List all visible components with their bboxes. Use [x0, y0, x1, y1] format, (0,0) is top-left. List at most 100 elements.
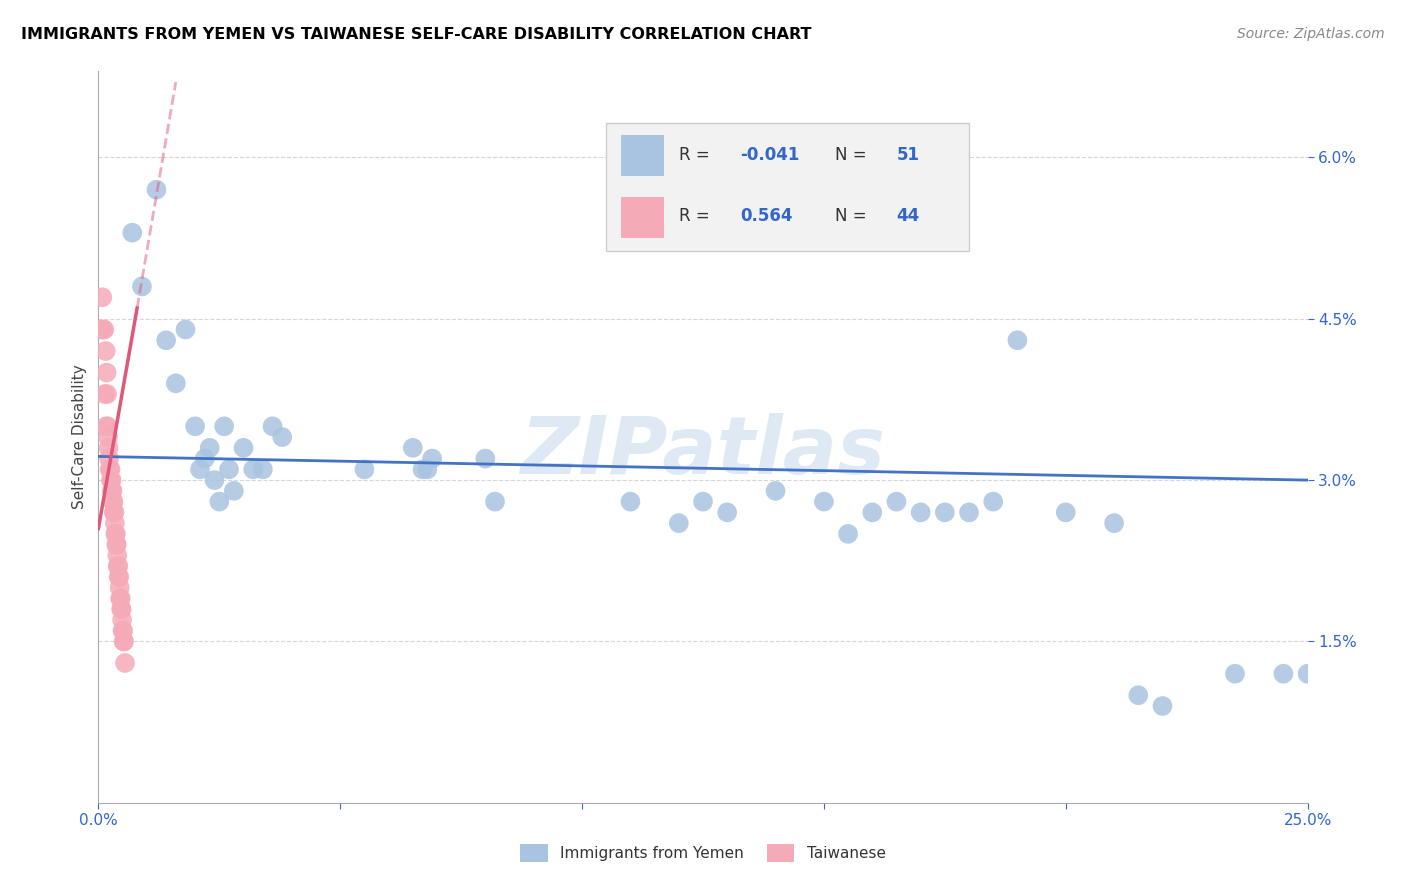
- Point: [90, 322, 112, 336]
- Point: [108, 570, 131, 584]
- Point: [110, 591, 132, 606]
- Point: [1054, 505, 1077, 519]
- Point: [110, 602, 132, 616]
- Point: [112, 634, 135, 648]
- Point: [242, 462, 264, 476]
- Point: [93, 322, 115, 336]
- Point: [155, 333, 177, 347]
- Point: [103, 505, 125, 519]
- Point: [765, 483, 787, 498]
- Point: [416, 462, 439, 476]
- Point: [93, 387, 115, 401]
- Point: [271, 430, 294, 444]
- Point: [860, 505, 883, 519]
- Point: [108, 591, 131, 606]
- Point: [692, 494, 714, 508]
- Point: [212, 419, 235, 434]
- Point: [262, 419, 284, 434]
- Point: [1344, 721, 1367, 735]
- Point: [886, 494, 908, 508]
- Point: [934, 505, 956, 519]
- Point: [97, 430, 120, 444]
- Point: [1007, 333, 1029, 347]
- Point: [100, 473, 122, 487]
- Point: [131, 279, 153, 293]
- Point: [105, 538, 128, 552]
- Point: [145, 183, 167, 197]
- Point: [1223, 666, 1246, 681]
- Point: [96, 387, 118, 401]
- Point: [98, 462, 121, 476]
- Point: [165, 376, 187, 391]
- Point: [194, 451, 217, 466]
- Point: [353, 462, 375, 476]
- Point: [1320, 656, 1343, 670]
- Point: [619, 494, 641, 508]
- Point: [103, 505, 125, 519]
- Point: [111, 624, 134, 638]
- Point: [101, 483, 124, 498]
- Point: [411, 462, 433, 476]
- Point: [97, 419, 120, 434]
- Point: [101, 483, 124, 498]
- Point: [107, 559, 129, 574]
- Point: [100, 473, 122, 487]
- Point: [668, 516, 690, 530]
- Point: [1102, 516, 1125, 530]
- Point: [198, 441, 221, 455]
- Text: ZIPatlas: ZIPatlas: [520, 413, 886, 491]
- Point: [813, 494, 835, 508]
- Point: [1369, 473, 1392, 487]
- Point: [910, 505, 932, 519]
- Point: [222, 483, 245, 498]
- Point: [101, 494, 124, 508]
- Point: [107, 559, 129, 574]
- Point: [184, 419, 207, 434]
- Point: [204, 473, 226, 487]
- Point: [218, 462, 240, 476]
- Point: [981, 494, 1004, 508]
- Point: [402, 441, 425, 455]
- Point: [97, 441, 120, 455]
- Point: [100, 462, 122, 476]
- Text: IMMIGRANTS FROM YEMEN VS TAIWANESE SELF-CARE DISABILITY CORRELATION CHART: IMMIGRANTS FROM YEMEN VS TAIWANESE SELF-…: [21, 27, 811, 42]
- Point: [91, 322, 114, 336]
- Point: [716, 505, 738, 519]
- Point: [121, 226, 143, 240]
- Point: [252, 462, 274, 476]
- Point: [96, 366, 118, 380]
- Point: [107, 570, 129, 584]
- Point: [232, 441, 254, 455]
- Point: [105, 538, 128, 552]
- Point: [837, 527, 859, 541]
- Point: [94, 344, 117, 359]
- Point: [96, 419, 118, 434]
- Point: [98, 451, 121, 466]
- Point: [208, 494, 231, 508]
- Point: [112, 624, 135, 638]
- Point: [114, 656, 136, 670]
- Point: [108, 581, 131, 595]
- Point: [420, 451, 443, 466]
- Point: [112, 634, 135, 648]
- Point: [474, 451, 496, 466]
- Point: [484, 494, 506, 508]
- Point: [174, 322, 197, 336]
- Point: [104, 527, 127, 541]
- Point: [957, 505, 980, 519]
- Point: [1128, 688, 1150, 702]
- Y-axis label: Self-Care Disability: Self-Care Disability: [72, 365, 87, 509]
- Point: [1296, 666, 1319, 681]
- Point: [105, 549, 128, 563]
- Point: [1152, 698, 1174, 713]
- Point: [188, 462, 211, 476]
- Point: [1272, 666, 1295, 681]
- Point: [104, 516, 127, 530]
- Legend: Immigrants from Yemen, Taiwanese: Immigrants from Yemen, Taiwanese: [515, 838, 891, 868]
- Point: [111, 602, 134, 616]
- Point: [103, 494, 125, 508]
- Text: Source: ZipAtlas.com: Source: ZipAtlas.com: [1237, 27, 1385, 41]
- Point: [111, 613, 134, 627]
- Point: [104, 527, 127, 541]
- Point: [91, 290, 114, 304]
